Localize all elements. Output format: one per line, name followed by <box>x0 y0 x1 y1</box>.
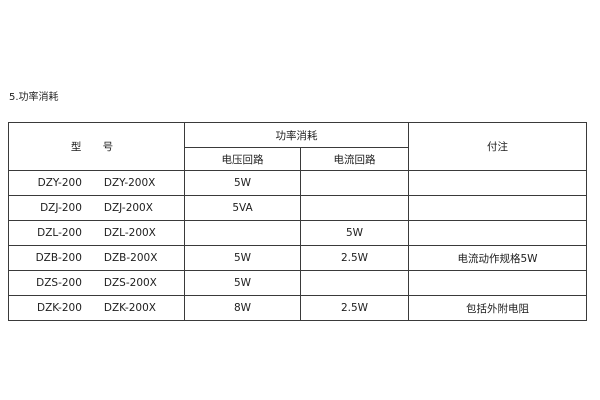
cell-model: DZL-200 DZL-200X <box>8 220 185 246</box>
cell-model-variant: DZL-200X <box>103 227 156 239</box>
cell-remark <box>408 195 587 221</box>
cell-model: DZK-200 DZK-200X <box>8 295 185 321</box>
cell-voltage-circuit: 8W <box>184 295 301 321</box>
cell-remark-value: 电流动作规格5W <box>457 252 538 265</box>
table-row: DZK-200 DZK-200X 8W 2.5W 包括外附电阻 <box>8 295 587 321</box>
table-header-row-top: 型 号 功率消耗 付注 <box>8 122 587 171</box>
cell-voltage-circuit: 5W <box>184 245 301 271</box>
column-header-power-consumption: 功率消耗 <box>184 122 409 148</box>
cell-voltage-circuit <box>184 220 301 246</box>
cell-model-primary: DZL-200 <box>37 227 82 239</box>
table-body: DZY-200 DZY-200X 5W DZJ-200 <box>8 170 587 321</box>
cell-current-circuit: 2.5W <box>300 295 409 321</box>
cell-model-variant: DZJ-200X <box>103 202 153 214</box>
cell-voltage-circuit: 5VA <box>184 195 301 221</box>
cell-remark: 包括外附电阻 <box>408 295 587 321</box>
cell-voltage-circuit-value: 5W <box>233 177 252 189</box>
cell-voltage-circuit-value: 5W <box>233 252 252 264</box>
cell-voltage-circuit-value: 5W <box>233 277 252 289</box>
cell-model: DZJ-200 DZJ-200X <box>8 195 185 221</box>
cell-voltage-circuit: 5W <box>184 270 301 296</box>
table-row: DZL-200 DZL-200X 5W <box>8 220 587 246</box>
cell-model-primary: DZS-200 <box>36 277 82 289</box>
table-row: DZB-200 DZB-200X 5W 2.5W 电流动作规格5W <box>8 245 587 271</box>
column-header-voltage-circuit: 电压回路 <box>184 147 301 171</box>
table-row: DZS-200 DZS-200X 5W <box>8 270 587 296</box>
cell-model-primary: DZB-200 <box>35 252 82 264</box>
cell-model-primary: DZJ-200 <box>40 202 82 214</box>
cell-current-circuit: 2.5W <box>300 245 409 271</box>
section-title: 5.功率消耗 <box>9 92 59 103</box>
cell-remark-value: 包括外附电阻 <box>466 302 529 315</box>
table-header-row-sub: 电压回路 电流回路 <box>9 147 587 171</box>
table-row: DZY-200 DZY-200X 5W <box>8 170 587 196</box>
cell-voltage-circuit: 5W <box>184 170 301 196</box>
cell-model-primary: DZY-200 <box>37 177 82 189</box>
table-header: 型 号 功率消耗 付注 电压回路 电流回路 <box>8 122 587 171</box>
column-header-model: 型 号 <box>8 122 185 171</box>
cell-voltage-circuit-value: 5VA <box>232 202 253 214</box>
cell-current-circuit: 5W <box>300 220 409 246</box>
table-row: DZJ-200 DZJ-200X 5VA <box>8 195 587 221</box>
cell-current-circuit <box>300 270 409 296</box>
cell-model-variant: DZS-200X <box>103 277 157 289</box>
cell-remark: 电流动作规格5W <box>408 245 587 271</box>
cell-current-circuit <box>300 170 409 196</box>
cell-voltage-circuit-value: 8W <box>233 302 252 314</box>
column-header-current-circuit: 电流回路 <box>300 147 409 171</box>
cell-current-circuit <box>300 195 409 221</box>
cell-remark <box>408 270 587 296</box>
cell-model: DZS-200 DZS-200X <box>8 270 185 296</box>
cell-model-variant: DZK-200X <box>103 302 156 314</box>
cell-remark <box>408 170 587 196</box>
power-consumption-table: 型 号 功率消耗 付注 电压回路 电流回路 DZY-200 DZY-200X <box>8 122 587 321</box>
cell-current-circuit-value: 2.5W <box>340 302 369 314</box>
cell-model: DZY-200 DZY-200X <box>8 170 185 196</box>
column-header-model-label: 型 号 <box>70 141 123 153</box>
cell-model: DZB-200 DZB-200X <box>8 245 185 271</box>
cell-current-circuit-value: 2.5W <box>340 252 369 264</box>
cell-model-primary: DZK-200 <box>37 302 82 314</box>
cell-model-variant: DZB-200X <box>103 252 158 264</box>
cell-remark <box>408 220 587 246</box>
column-header-remark: 付注 <box>408 122 587 171</box>
cell-model-variant: DZY-200X <box>103 177 156 189</box>
cell-current-circuit-value: 5W <box>345 227 364 239</box>
